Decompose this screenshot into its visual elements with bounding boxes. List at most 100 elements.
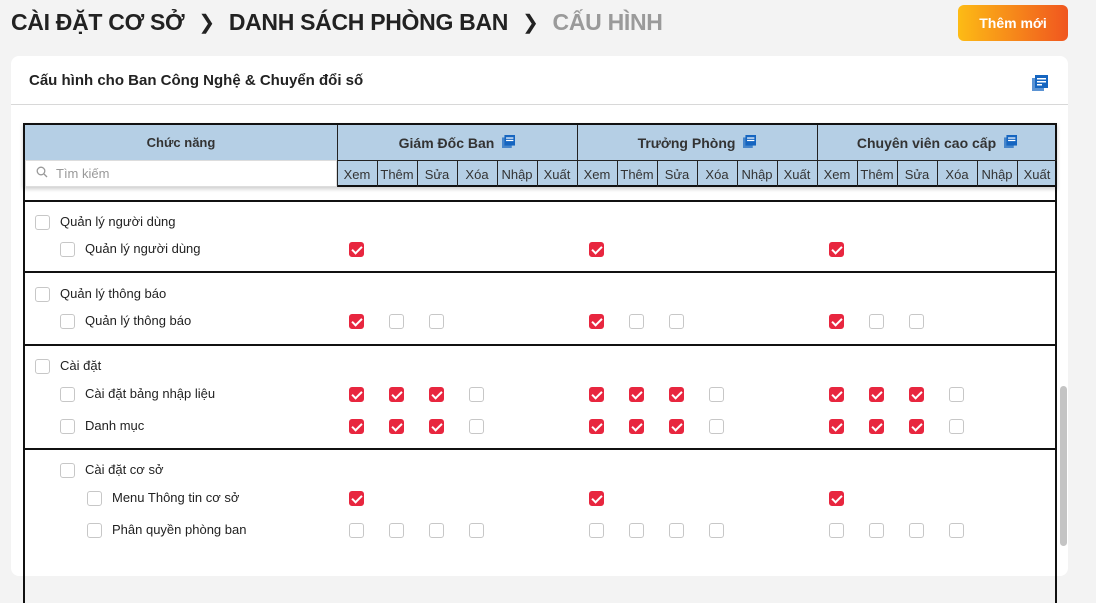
table-header: Chức năng Giám Đốc Ban Xem Thêm Sửa Xóa Nhập X… [23, 123, 1057, 187]
row-checkbox[interactable] [87, 523, 102, 538]
permission-checkbox-xem[interactable] [589, 491, 604, 506]
permission-checkbox-xem[interactable] [589, 314, 604, 329]
column-divider [377, 160, 378, 187]
action-header: Xuất [783, 166, 811, 182]
add-new-button[interactable]: Thêm mới [958, 5, 1068, 41]
permission-checkbox-sửa[interactable] [909, 419, 924, 434]
row-checkbox[interactable] [35, 359, 50, 374]
permission-checkbox-thêm[interactable] [869, 419, 884, 434]
permission-checkbox-xóa[interactable] [709, 523, 724, 538]
action-header: Xuất [543, 166, 571, 182]
permission-checkbox-sửa[interactable] [429, 523, 444, 538]
row-checkbox[interactable] [35, 215, 50, 230]
permission-checkbox-sửa[interactable] [429, 387, 444, 402]
action-header: Xem [343, 166, 371, 182]
permission-checkbox-xem[interactable] [829, 387, 844, 402]
row-checkbox[interactable] [60, 463, 75, 478]
row-checkbox[interactable] [60, 419, 75, 434]
action-header: Xóa [945, 166, 969, 182]
config-card: Cấu hình cho Ban Công Nghệ & Chuyển đổi … [11, 56, 1068, 603]
action-header: Nhập [501, 166, 533, 182]
breadcrumb-item[interactable]: CÀI ĐẶT CƠ SỞ [11, 9, 185, 35]
permission-checkbox-xóa[interactable] [469, 419, 484, 434]
row-checkbox[interactable] [60, 387, 75, 402]
permission-checkbox-sửa[interactable] [429, 419, 444, 434]
permission-checkbox-thêm[interactable] [389, 387, 404, 402]
permission-checkbox-xem[interactable] [349, 387, 364, 402]
function-label: Phân quyền phòng ban [112, 522, 247, 537]
permission-checkbox-xem[interactable] [349, 242, 364, 257]
permission-checkbox-thêm[interactable] [629, 523, 644, 538]
permission-checkbox-xem[interactable] [349, 314, 364, 329]
group-divider [23, 344, 1057, 346]
permission-checkbox-sửa[interactable] [909, 314, 924, 329]
column-divider [537, 160, 538, 187]
chevron-right-icon: ❯ [198, 12, 215, 34]
permission-checkbox-thêm[interactable] [629, 387, 644, 402]
column-divider [1017, 160, 1018, 187]
permission-checkbox-thêm[interactable] [389, 314, 404, 329]
copy-list-icon[interactable] [1032, 75, 1048, 96]
breadcrumb-item[interactable]: DANH SÁCH PHÒNG BAN [228, 9, 509, 35]
permission-checkbox-thêm[interactable] [629, 314, 644, 329]
permission-checkbox-xem[interactable] [829, 419, 844, 434]
permission-checkbox-thêm[interactable] [869, 314, 884, 329]
copy-list-icon[interactable] [743, 134, 757, 151]
action-header: Xóa [705, 166, 729, 182]
column-divider [977, 160, 978, 187]
permission-checkbox-xem[interactable] [589, 242, 604, 257]
breadcrumb: CÀI ĐẶT CƠ SỞ ❯ DANH SÁCH PHÒNG BAN ❯ CẤ… [11, 9, 663, 36]
copy-list-icon[interactable] [502, 134, 516, 151]
permission-checkbox-sửa[interactable] [669, 419, 684, 434]
permission-checkbox-xem[interactable] [829, 242, 844, 257]
search-input[interactable] [56, 166, 316, 181]
permission-checkbox-sửa[interactable] [909, 523, 924, 538]
column-divider [617, 160, 618, 187]
function-label: Cài đặt [60, 358, 102, 373]
row-checkbox[interactable] [60, 242, 75, 257]
action-header: Nhập [981, 166, 1013, 182]
permission-checkbox-sửa[interactable] [669, 523, 684, 538]
permission-checkbox-sửa[interactable] [669, 314, 684, 329]
action-header: Xem [583, 166, 611, 182]
permission-table: Quản lý người dùng Quản lý người dùng Quản… [23, 123, 1057, 603]
row-checkbox[interactable] [60, 314, 75, 329]
permission-checkbox-xóa[interactable] [949, 387, 964, 402]
permission-checkbox-xem[interactable] [589, 419, 604, 434]
function-label: Quản lý thông báo [60, 286, 167, 301]
permission-checkbox-xóa[interactable] [949, 523, 964, 538]
permission-checkbox-xem[interactable] [589, 387, 604, 402]
permission-checkbox-thêm[interactable] [869, 387, 884, 402]
permission-checkbox-xem[interactable] [349, 419, 364, 434]
permission-checkbox-xem[interactable] [349, 523, 364, 538]
function-label: Quản lý người dùng [85, 241, 201, 256]
permission-checkbox-xem[interactable] [829, 314, 844, 329]
scrollbar[interactable] [1060, 386, 1067, 546]
permission-checkbox-sửa[interactable] [909, 387, 924, 402]
function-label: Cài đặt cơ sở [85, 462, 164, 477]
permission-checkbox-xem[interactable] [349, 491, 364, 506]
permission-checkbox-xóa[interactable] [469, 387, 484, 402]
row-checkbox[interactable] [35, 287, 50, 302]
action-header: Sửa [664, 166, 690, 182]
permission-checkbox-thêm[interactable] [389, 419, 404, 434]
permission-checkbox-thêm[interactable] [869, 523, 884, 538]
permission-checkbox-sửa[interactable] [669, 387, 684, 402]
permission-checkbox-xem[interactable] [829, 491, 844, 506]
row-checkbox[interactable] [87, 491, 102, 506]
permission-checkbox-thêm[interactable] [629, 419, 644, 434]
card-title: Cấu hình cho Ban Công Nghệ & Chuyển đổi … [29, 72, 364, 89]
breadcrumb-current: CẤU HÌNH [552, 9, 663, 35]
permission-checkbox-thêm[interactable] [389, 523, 404, 538]
permission-checkbox-xem[interactable] [589, 523, 604, 538]
permission-checkbox-xóa[interactable] [709, 419, 724, 434]
copy-list-icon[interactable] [1004, 134, 1018, 151]
permission-checkbox-xóa[interactable] [949, 419, 964, 434]
search-field[interactable] [25, 160, 337, 187]
column-divider [897, 160, 898, 187]
permission-checkbox-xóa[interactable] [709, 387, 724, 402]
permission-checkbox-xem[interactable] [829, 523, 844, 538]
action-header: Sửa [904, 166, 930, 182]
permission-checkbox-sửa[interactable] [429, 314, 444, 329]
permission-checkbox-xóa[interactable] [469, 523, 484, 538]
